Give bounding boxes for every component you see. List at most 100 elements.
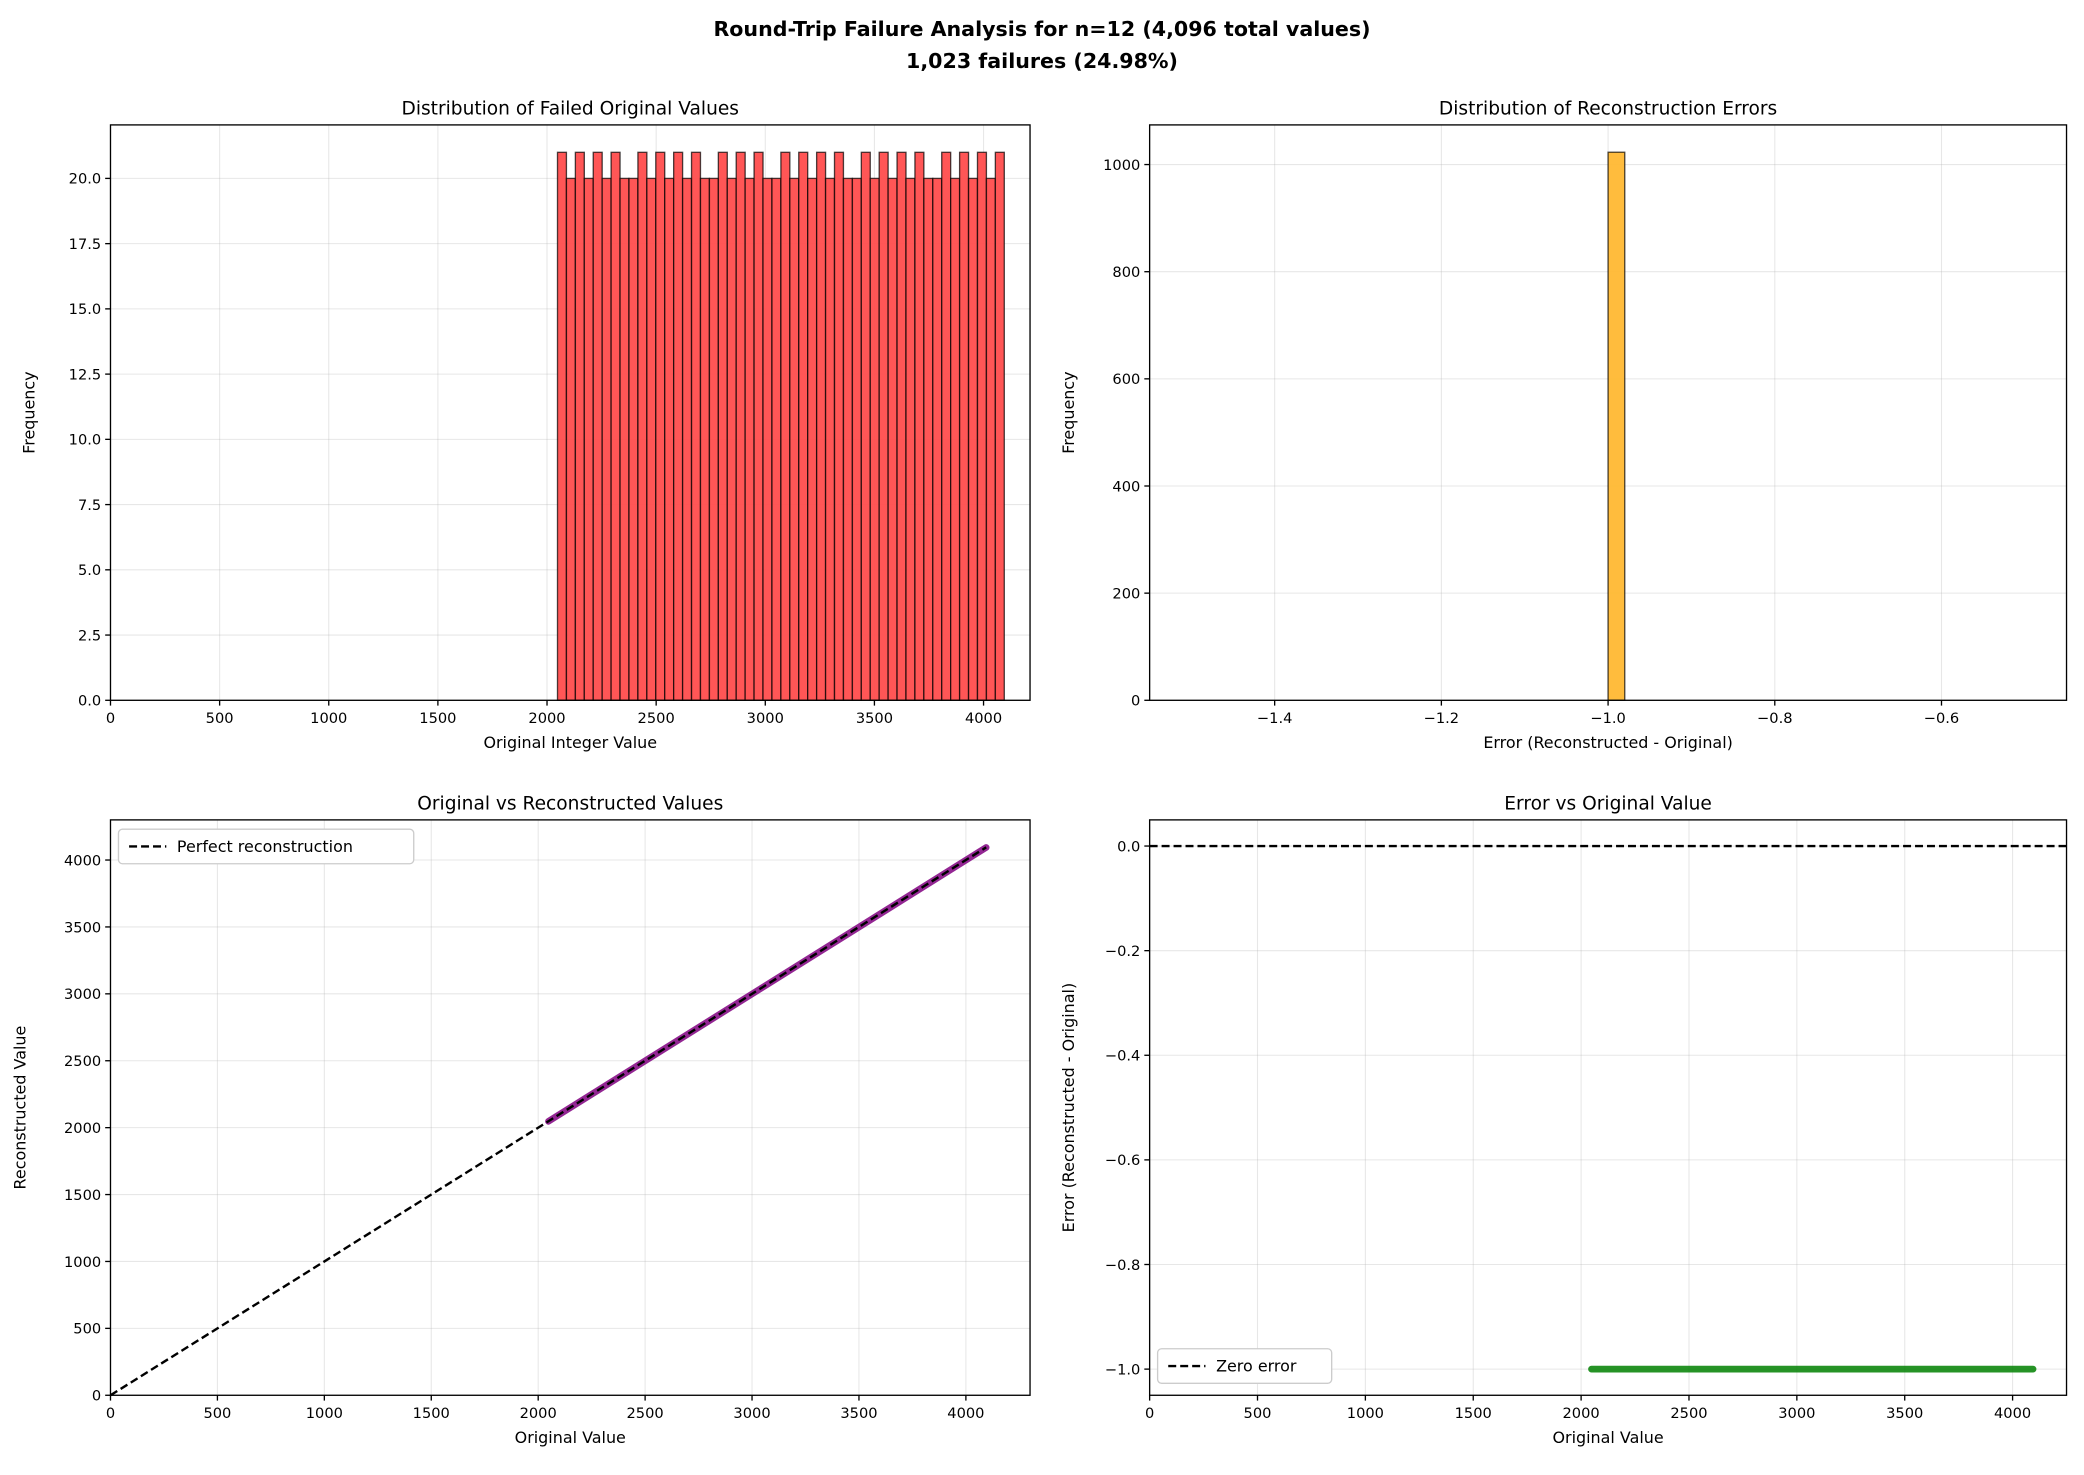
histogram-bar xyxy=(601,177,612,701)
subplot-title: Original vs Reconstructed Values xyxy=(417,793,723,814)
histogram-bar xyxy=(815,151,827,701)
subplot-3: 0 500 1000 1500 2000 2500 3000 3500 4000 0 500 1000… xyxy=(10,793,1031,1447)
y-tick-label: 1500 xyxy=(64,1187,101,1204)
y-tick-label: 0 xyxy=(92,1388,101,1405)
legend: Perfect reconstruction xyxy=(117,828,415,865)
histogram-bar xyxy=(941,151,952,701)
histogram-bar xyxy=(833,151,845,701)
y-tick-label: 0.0 xyxy=(1117,838,1140,855)
y-tick-label: 600 xyxy=(1112,371,1140,388)
y-tick-label: 0 xyxy=(1131,693,1140,710)
histogram-bar xyxy=(583,177,594,701)
histogram-bar xyxy=(664,177,675,701)
suptitle-line-2: 1,023 failures (24.98%) xyxy=(906,49,1178,73)
histogram-bar xyxy=(824,177,836,701)
histogram-bar xyxy=(976,151,988,701)
subplot-title: Distribution of Failed Original Values xyxy=(402,98,740,119)
x-tick-label: 2500 xyxy=(638,710,675,727)
x-tick-label: 2000 xyxy=(1563,1405,1600,1422)
histogram-bar xyxy=(592,151,603,701)
y-tick-label: 500 xyxy=(73,1321,101,1338)
legend: Zero error xyxy=(1156,1348,1333,1384)
y-tick-label: 4000 xyxy=(64,852,101,869)
y-axis-label: Error (Reconstructed - Original) xyxy=(1059,983,1078,1233)
y-tick-label: 20.0 xyxy=(69,171,102,188)
histogram-bar xyxy=(905,177,916,701)
y-axis-label: Frequency xyxy=(1059,371,1078,453)
histogram-bar xyxy=(789,177,800,701)
axes-frame xyxy=(1148,819,2068,1396)
x-tick-label: 2500 xyxy=(1670,1405,1707,1422)
y-tick-label: 3500 xyxy=(64,919,101,936)
x-tick-label: 1500 xyxy=(413,1405,450,1422)
histogram-bar xyxy=(923,177,934,701)
y-tick-label: 2500 xyxy=(64,1053,101,1070)
y-tick-label: 0.0 xyxy=(78,693,101,710)
histogram-bar xyxy=(726,177,737,701)
histogram-bar xyxy=(869,177,880,701)
x-tick-label: 500 xyxy=(1244,1405,1272,1422)
x-tick-label: 2500 xyxy=(627,1405,664,1422)
histogram-bar xyxy=(1607,151,1626,701)
x-tick-label: 500 xyxy=(206,710,234,727)
histogram-bar xyxy=(950,177,961,701)
x-axis-label: Original Value xyxy=(515,1428,626,1447)
histogram-bar xyxy=(619,177,630,701)
axes-frame xyxy=(109,124,1031,701)
histogram-bar xyxy=(780,151,791,701)
histogram-bar xyxy=(690,151,702,701)
y-tick-label: −0.2 xyxy=(1105,943,1140,960)
histogram-bar xyxy=(798,151,809,701)
x-tick-label: −0.6 xyxy=(1924,710,1959,727)
x-tick-label: −1.0 xyxy=(1590,710,1625,727)
x-tick-label: 1500 xyxy=(419,710,456,727)
histogram-bar xyxy=(807,177,818,701)
y-tick-label: 200 xyxy=(1112,585,1140,602)
histogram-bar xyxy=(771,177,782,701)
axes-frame xyxy=(109,819,1031,1396)
y-tick-label: 400 xyxy=(1112,478,1140,495)
histogram-bar xyxy=(628,177,639,701)
histogram-bar xyxy=(708,177,720,701)
subplot-title: Distribution of Reconstruction Errors xyxy=(1439,98,1777,119)
y-tick-label: 1000 xyxy=(1103,157,1140,174)
x-axis-label: Original Value xyxy=(1552,1428,1663,1447)
y-tick-label: 15.0 xyxy=(69,301,102,318)
histogram-bar xyxy=(681,177,693,701)
histogram-bar xyxy=(672,151,684,701)
perfect-reconstruction-line xyxy=(109,846,987,1397)
x-tick-label: 4000 xyxy=(965,710,1002,727)
histogram-bar xyxy=(994,151,1005,701)
histogram-bar xyxy=(932,177,943,701)
x-tick-label: 1000 xyxy=(310,710,347,727)
histogram-bar xyxy=(878,151,889,701)
legend-label: Perfect reconstruction xyxy=(177,837,353,856)
legend-label: Zero error xyxy=(1216,1356,1297,1375)
x-tick-label: 500 xyxy=(203,1405,231,1422)
x-tick-label: 2000 xyxy=(528,710,565,727)
legend-box xyxy=(1156,1348,1333,1384)
x-tick-label: −1.2 xyxy=(1424,710,1459,727)
y-axis-label: Frequency xyxy=(20,371,39,453)
histogram-bar xyxy=(744,177,755,701)
x-tick-label: 1000 xyxy=(306,1405,343,1422)
axes-frame xyxy=(1148,124,2068,701)
x-tick-label: 1500 xyxy=(1455,1405,1492,1422)
histogram-bar xyxy=(556,151,568,701)
subplot-2: −1.4 −1.2 −1.0 −0.8 −0.6 0 200 400 600 800 1000 Dis… xyxy=(1059,98,2068,752)
y-tick-label: 3000 xyxy=(64,986,101,1003)
x-axis-label: Original Integer Value xyxy=(483,733,657,752)
x-tick-label: 0 xyxy=(1145,1405,1154,1422)
x-tick-label: 4000 xyxy=(1994,1405,2031,1422)
histogram-bar xyxy=(887,177,898,701)
y-tick-label: 7.5 xyxy=(78,497,101,514)
y-tick-label: −1.0 xyxy=(1105,1361,1140,1378)
histogram-bar xyxy=(717,151,728,701)
histogram-bar xyxy=(842,177,854,701)
histogram-bar xyxy=(574,151,585,701)
x-tick-label: 2000 xyxy=(520,1405,557,1422)
x-tick-label: 3000 xyxy=(733,1405,770,1422)
y-tick-label: 17.5 xyxy=(69,236,102,253)
histogram-bar xyxy=(762,177,773,701)
